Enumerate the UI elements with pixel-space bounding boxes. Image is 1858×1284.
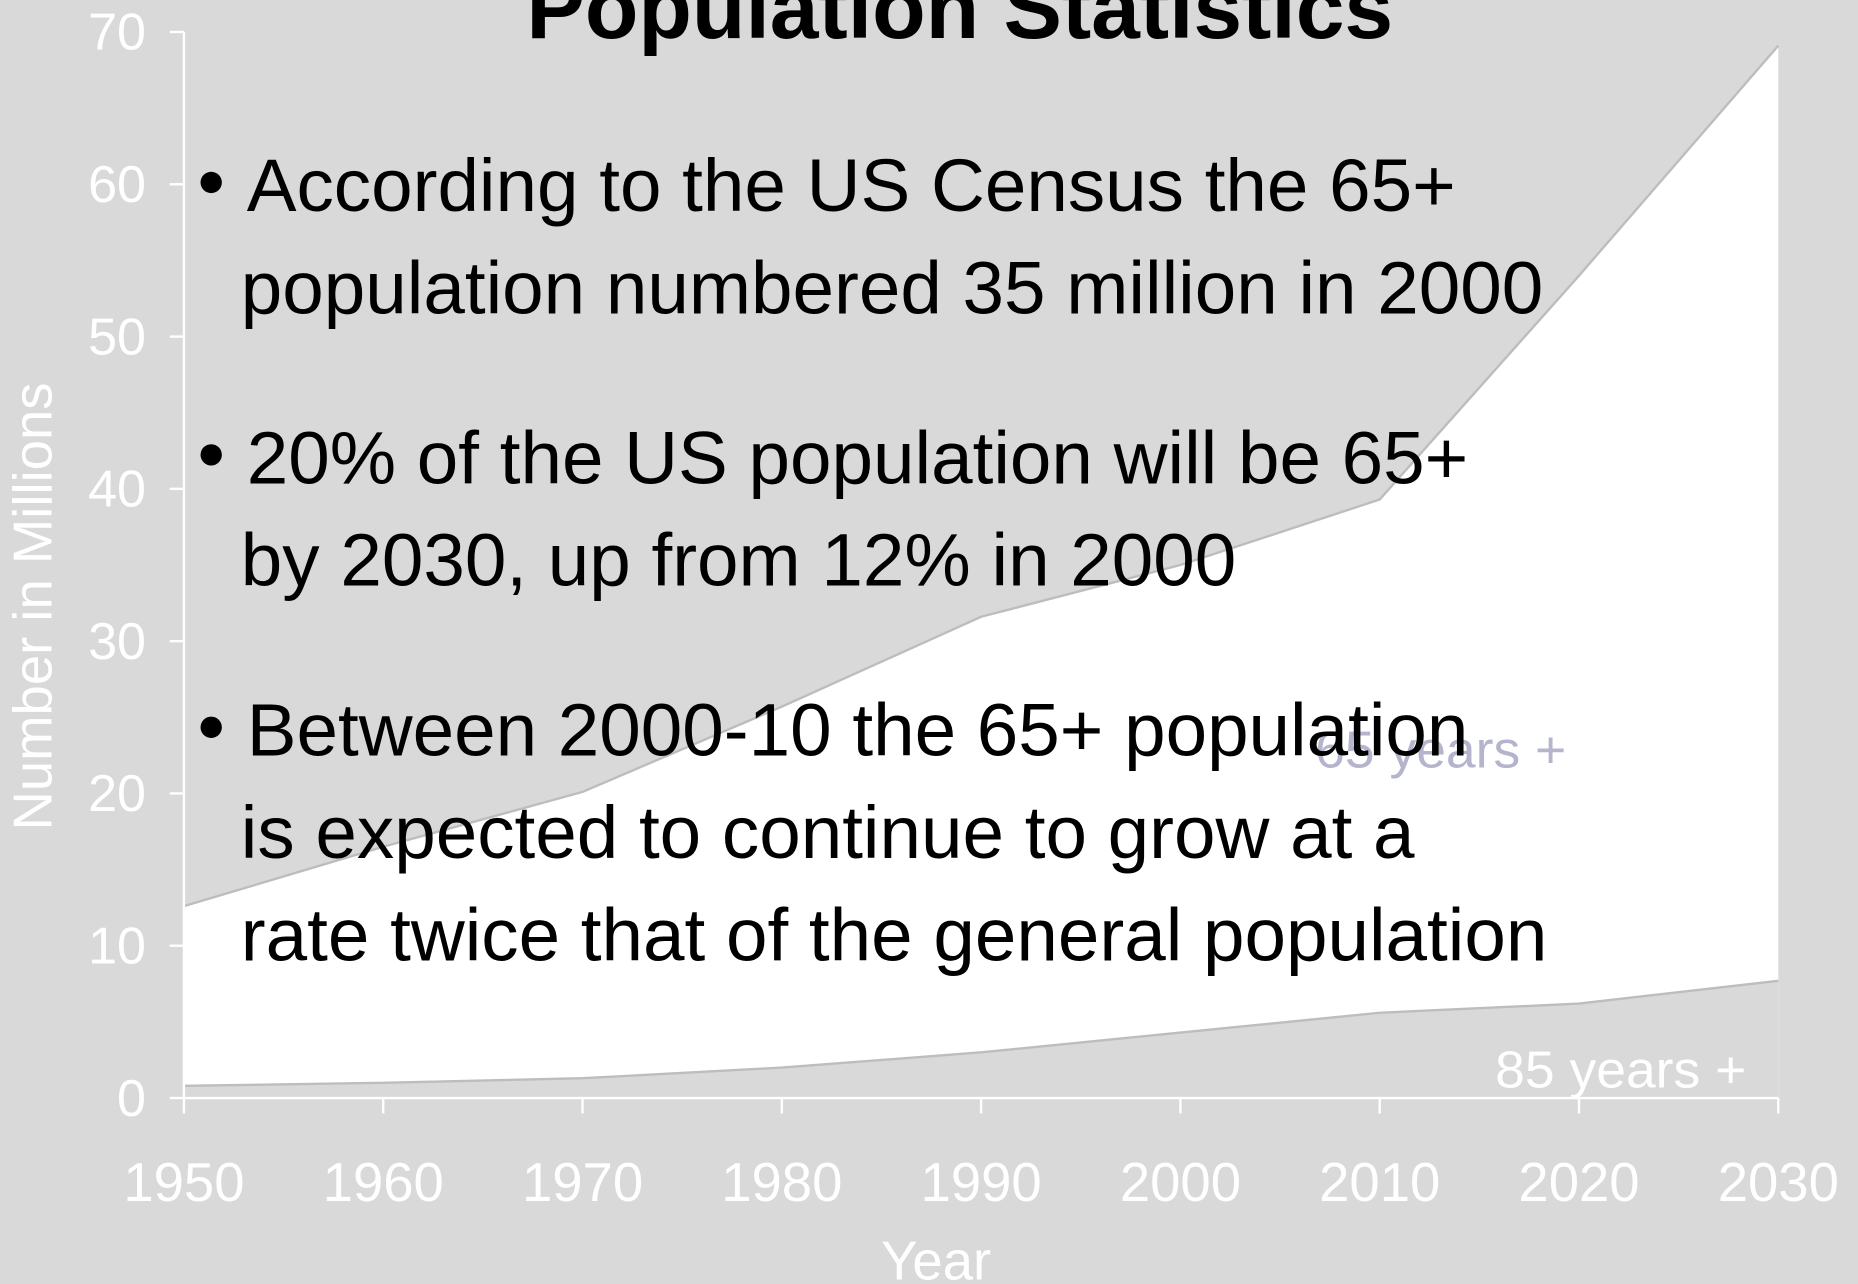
y-axis-label: Number in Millions: [2, 382, 63, 830]
bullet-text: 20% of the US population will be 65+: [247, 415, 1469, 499]
bullet-marker: [200, 444, 222, 466]
bullet-text: by 2030, up from 12% in 2000: [241, 518, 1236, 602]
series-label: 85 years +: [1495, 1041, 1746, 1099]
x-tick-label: 1980: [721, 1152, 842, 1213]
series-label: 65 years +: [1315, 722, 1566, 780]
bullet-text: rate twice that of the general populatio…: [241, 893, 1548, 977]
area-line: [183, 44, 1780, 908]
y-tick-label: 20: [88, 765, 146, 823]
bullet-text: According to the US Census the 65+: [247, 143, 1456, 227]
area-line: [183, 979, 1779, 1088]
bullet-marker: [200, 716, 222, 738]
area: [183, 45, 1779, 1099]
x-tick-label: 2000: [1120, 1152, 1241, 1213]
y-tick-label: 40: [88, 461, 146, 519]
bullet-text: population numbered 35 million in 2000: [241, 245, 1543, 329]
y-tick-label: 60: [88, 156, 146, 214]
x-tick-label: 1970: [522, 1152, 643, 1213]
y-tick-label: 10: [88, 918, 146, 976]
text-overlay: Population Statistics 65 years + 85 years…: [200, 0, 1746, 1099]
bullet-text: is expected to continue to grow at a: [241, 790, 1415, 874]
bullet-marker: [200, 171, 222, 194]
x-tick-label: 2030: [1718, 1152, 1839, 1213]
y-tick-label: 70: [88, 4, 146, 62]
x-axis-label: Year: [881, 1230, 991, 1284]
x-tick-label: 2010: [1319, 1152, 1440, 1213]
area: [183, 980, 1779, 1099]
y-tick-label: 30: [88, 613, 146, 671]
x-tick-label: 2020: [1518, 1152, 1639, 1213]
y-tick-label: 50: [88, 308, 146, 366]
title: Population Statistics: [526, 0, 1393, 57]
y-tick-label: 0: [117, 1070, 146, 1128]
plot-area: [183, 44, 1780, 1099]
x-tick-label: 1960: [323, 1152, 444, 1213]
x-tick-label: 1990: [921, 1152, 1042, 1213]
x-tick-label: 1950: [123, 1152, 244, 1213]
bullet-text: Between 2000-10 the 65+ population: [247, 688, 1469, 772]
